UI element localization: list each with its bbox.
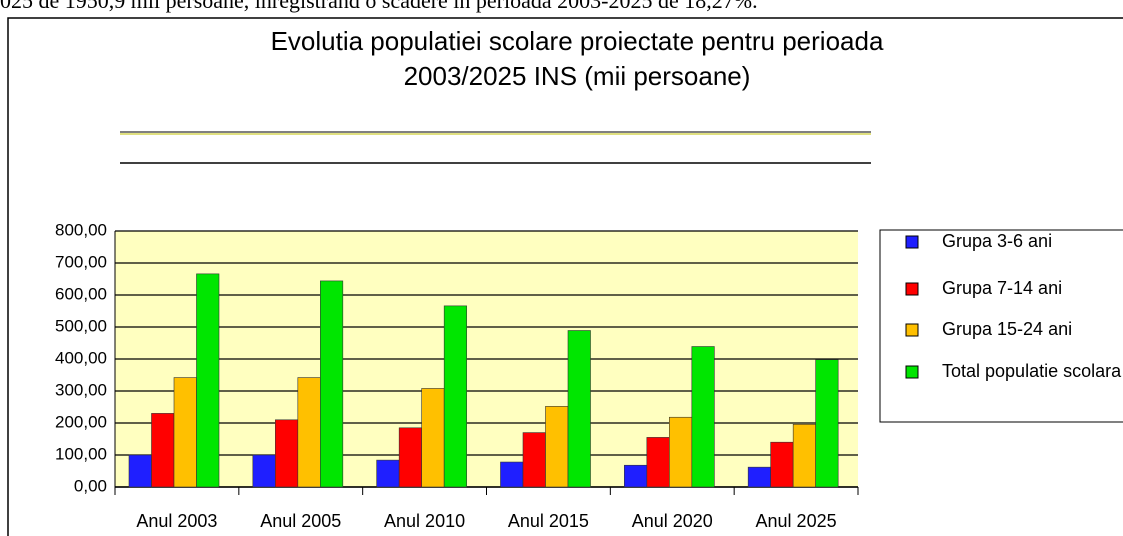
bar [252,454,276,488]
y-tick-label: 300,00 [55,380,107,399]
chart-frame [7,17,1123,536]
bar [443,305,467,488]
bar [545,406,569,488]
y-tick-label: 0,00 [74,476,107,495]
legend-label: Grupa 7-14 ani [942,278,1062,298]
bar [567,330,591,488]
bar [128,454,152,488]
x-tick-label: Anul 2010 [384,511,465,531]
bar [297,377,321,488]
x-tick-label: Anul 2005 [260,511,341,531]
bar [624,464,648,488]
x-tick-label: Anul 2025 [756,511,837,531]
bar [522,432,546,488]
bar [275,419,299,488]
legend-marker [905,365,919,379]
bar [398,427,422,488]
legend-label: Grupa 3-6 ani [942,231,1052,251]
y-tick-label: 200,00 [55,412,107,431]
y-tick-label: 100,00 [55,444,107,463]
chart-title: Evolutia populatiei scolare proiectate p… [271,26,884,56]
chart-title: 2003/2025 INS (mii persoane) [404,61,751,91]
x-tick-label: Anul 2015 [508,511,589,531]
x-tick-label: Anul 2003 [136,511,217,531]
bar [196,273,220,488]
legend-box [879,229,1123,423]
legend-marker [905,323,919,337]
y-tick-label: 800,00 [55,220,107,239]
bar [691,346,715,488]
bar [792,423,816,488]
legend-label: Grupa 15-24 ani [942,319,1072,339]
bar [376,459,400,488]
bar [770,441,794,488]
legend-label: Total populatie scolara [942,361,1122,381]
bar [500,461,524,488]
bar [669,416,693,488]
legend-marker [905,282,919,296]
y-tick-label: 600,00 [55,284,107,303]
bar [747,466,771,488]
bar [815,359,839,488]
y-tick-label: 500,00 [55,316,107,335]
legend-marker [905,235,919,249]
bar [421,388,445,488]
x-tick-label: Anul 2020 [632,511,713,531]
bar [151,413,175,488]
y-tick-label: 700,00 [55,252,107,271]
doc-text: 025 de 1950,9 mii persoane, înregistrând… [0,0,758,13]
y-tick-label: 400,00 [55,348,107,367]
bar [646,437,670,488]
bar [320,280,344,488]
bar [173,377,197,488]
